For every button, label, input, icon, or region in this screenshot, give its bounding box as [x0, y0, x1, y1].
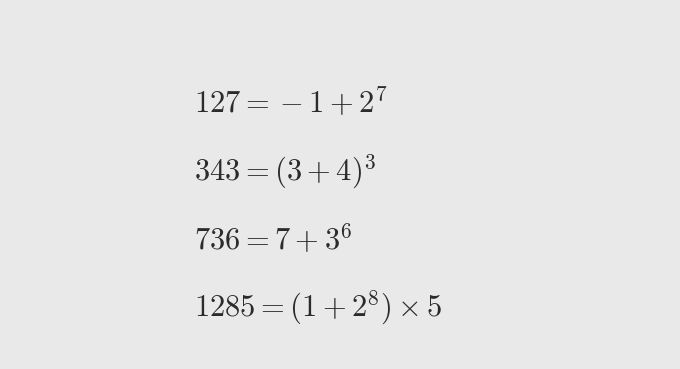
Text: $1285 = (1 + 2^8) \times 5$: $1285 = (1 + 2^8) \times 5$ [194, 289, 443, 327]
Text: $736 = 7 + 3^6$: $736 = 7 + 3^6$ [194, 223, 352, 257]
Text: $127 = -1 + 2^7$: $127 = -1 + 2^7$ [194, 86, 388, 120]
Text: $343 = (3 + 4)^3$: $343 = (3 + 4)^3$ [194, 152, 376, 191]
